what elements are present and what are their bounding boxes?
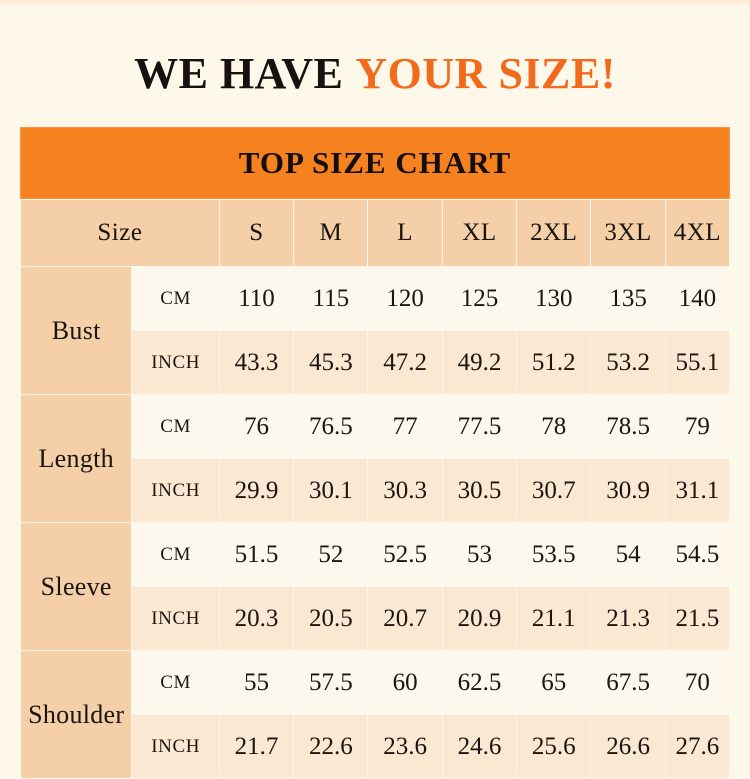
cell-shoulder-cm-xl: 62.5 (442, 651, 517, 714)
header-size-3xl: 3XL (604, 219, 652, 246)
table-row: Shoulder CM 55 57.5 60 62.5 65 67.5 70 (21, 651, 729, 778)
cell-length-inch-m: 30.1 (294, 459, 368, 522)
cell-length-cm-xl: 77.5 (442, 395, 517, 458)
cell-sleeve-inch-3xl: 21.3 (591, 587, 665, 650)
cell-sleeve-cm-2xl: 53.5 (517, 523, 591, 586)
chart-title-banner: TOP SIZE CHART (20, 127, 730, 199)
cell-length-cm-s: 76 (219, 395, 294, 458)
table-row: INCH 20.3 20.5 20.7 20.9 21.1 21.3 21.5 (21, 587, 729, 650)
header-size-label: Size (97, 219, 143, 246)
cell-shoulder-cm-4xl: 70 (665, 651, 729, 714)
cell-sleeve-inch-s: 20.3 (219, 587, 294, 650)
cell-length-inch-xl: 30.5 (442, 459, 517, 522)
cell-bust-cm-3xl: 135 (591, 267, 665, 330)
unit-label-cm: CM (132, 523, 219, 586)
unit-label-cm: CM (132, 267, 219, 330)
table-row: INCH 21.7 22.6 23.6 24.6 25.6 26.6 27.6 (21, 715, 729, 778)
page-headline: WE HAVE YOUR SIZE! (0, 47, 750, 101)
cell-shoulder-inch-xl: 24.6 (442, 715, 517, 778)
cell-sleeve-cm-4xl: 54.5 (665, 523, 729, 586)
header-size-s: S (249, 219, 264, 246)
unit-label-inch: INCH (132, 587, 219, 650)
header-size-l: L (397, 219, 414, 246)
cell-shoulder-cm-3xl: 67.5 (591, 651, 665, 714)
cell-sleeve-cm-s: 51.5 (219, 523, 294, 586)
cell-bust-inch-2xl: 51.2 (517, 331, 591, 394)
headline-part-2: YOUR SIZE! (355, 49, 616, 98)
cell-sleeve-cm-3xl: 54 (591, 523, 665, 586)
cell-length-inch-l: 30.3 (368, 459, 442, 522)
cell-shoulder-inch-l: 23.6 (368, 715, 442, 778)
cell-sleeve-cm-xl: 53 (442, 523, 517, 586)
header-size-m: M (319, 219, 343, 246)
cell-bust-inch-l: 47.2 (368, 331, 442, 394)
cell-bust-cm-4xl: 140 (665, 267, 729, 330)
cell-shoulder-cm-l: 60 (368, 651, 442, 714)
cell-sleeve-inch-l: 20.7 (368, 587, 442, 650)
cell-length-inch-3xl: 30.9 (591, 459, 665, 522)
group-label-sleeve: Sleeve (21, 523, 132, 650)
cell-bust-cm-l: 120 (368, 267, 442, 330)
cell-shoulder-inch-m: 22.6 (294, 715, 368, 778)
size-chart-table: Size S M L XL 2XL 3XL 4XL Bust CM 110 11… (20, 199, 730, 779)
cell-length-cm-4xl: 79 (665, 395, 729, 458)
unit-label-inch: INCH (132, 459, 219, 522)
cell-bust-inch-4xl: 55.1 (665, 331, 729, 394)
cell-length-inch-s: 29.9 (219, 459, 294, 522)
cell-sleeve-inch-2xl: 21.1 (517, 587, 591, 650)
cell-length-cm-l: 77 (368, 395, 442, 458)
cell-length-cm-m: 76.5 (294, 395, 368, 458)
cell-shoulder-inch-s: 21.7 (219, 715, 294, 778)
table-header-row: Size S M L XL 2XL 3XL 4XL (21, 200, 729, 266)
cell-sleeve-inch-m: 20.5 (294, 587, 368, 650)
cell-bust-inch-s: 43.3 (219, 331, 294, 394)
group-label-shoulder: Shoulder (21, 651, 132, 778)
cell-bust-inch-xl: 49.2 (442, 331, 517, 394)
group-label-length: Length (21, 395, 132, 522)
cell-bust-inch-m: 45.3 (294, 331, 368, 394)
header-size-4xl: 4XL (673, 219, 722, 246)
unit-label-inch: INCH (132, 331, 219, 394)
cell-bust-cm-s: 110 (219, 267, 294, 330)
unit-label-cm: CM (132, 395, 219, 458)
cell-shoulder-inch-2xl: 25.6 (517, 715, 591, 778)
cell-sleeve-cm-m: 52 (294, 523, 368, 586)
cell-bust-inch-3xl: 53.2 (591, 331, 665, 394)
cell-length-inch-4xl: 31.1 (665, 459, 729, 522)
cell-shoulder-cm-s: 55 (219, 651, 294, 714)
cell-length-cm-3xl: 78.5 (591, 395, 665, 458)
table-row: Bust CM 110 115 120 125 130 135 140 (21, 267, 729, 394)
cell-length-cm-2xl: 78 (517, 395, 591, 458)
unit-label-cm: CM (132, 651, 219, 714)
table-row: INCH 29.9 30.1 30.3 30.5 30.7 30.9 31.1 (21, 459, 729, 522)
cell-bust-cm-2xl: 130 (517, 267, 591, 330)
cell-shoulder-cm-2xl: 65 (517, 651, 591, 714)
size-chart-table-wrapper: TOP SIZE CHART Size S M L XL (20, 127, 730, 778)
cell-bust-cm-m: 115 (294, 267, 368, 330)
group-label-bust: Bust (21, 267, 132, 394)
header-size-xl: XL (462, 219, 497, 246)
cell-shoulder-cm-m: 57.5 (294, 651, 368, 714)
size-chart-body: Size S M L XL 2XL 3XL 4XL Bust CM 110 11… (21, 200, 729, 778)
headline-part-1: WE HAVE (134, 49, 344, 98)
unit-label-inch: INCH (132, 715, 219, 778)
cell-shoulder-inch-3xl: 26.6 (591, 715, 665, 778)
cell-sleeve-inch-4xl: 21.5 (665, 587, 729, 650)
table-row: Length CM 76 76.5 77 77.5 78 78.5 79 (21, 395, 729, 522)
cell-sleeve-cm-l: 52.5 (368, 523, 442, 586)
table-row: Sleeve CM 51.5 52 52.5 53 53.5 54 54.5 (21, 523, 729, 650)
cell-sleeve-inch-xl: 20.9 (442, 587, 517, 650)
cell-shoulder-inch-4xl: 27.6 (665, 715, 729, 778)
header-size-2xl: 2XL (530, 219, 578, 246)
cell-bust-cm-xl: 125 (442, 267, 517, 330)
cell-length-inch-2xl: 30.7 (517, 459, 591, 522)
table-row: INCH 43.3 45.3 47.2 49.2 51.2 53.2 55.1 (21, 331, 729, 394)
chart-title-text: TOP SIZE CHART (238, 145, 512, 180)
